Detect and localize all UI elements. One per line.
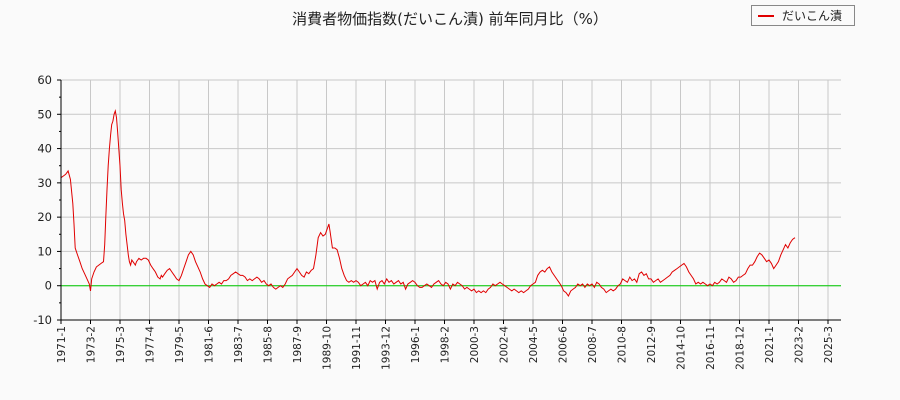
svg-text:1971-1: 1971-1 [56,326,68,363]
svg-text:1973-2: 1973-2 [86,326,98,363]
x-axis-ticks: 1971-1 1973-2 1975-3 1977-4 1979-5 1981-6 1983… [56,320,835,370]
svg-text:2010-8: 2010-8 [617,326,629,363]
svg-text:2021-1: 2021-1 [764,326,776,363]
svg-text:1996-1: 1996-1 [410,326,422,363]
series-line-daikonzuke [60,108,796,297]
legend-label: だいこん漬 [782,9,843,23]
svg-text:1991-11: 1991-11 [351,326,363,370]
svg-text:1979-5: 1979-5 [174,326,186,363]
svg-text:1987-9: 1987-9 [292,326,304,363]
svg-text:1989-10: 1989-10 [322,326,334,370]
svg-text:2006-6: 2006-6 [558,326,570,364]
svg-text:2018-12: 2018-12 [735,326,747,370]
legend-swatch-icon [758,14,774,17]
y-axis-ticks: -10 0 10 20 30 40 50 60 [33,73,61,327]
svg-text:2004-5: 2004-5 [528,326,540,363]
svg-text:1998-2: 1998-2 [440,326,452,363]
svg-text:2012-9: 2012-9 [646,326,658,363]
svg-text:1975-3: 1975-3 [115,326,127,363]
svg-text:1985-8: 1985-8 [263,326,275,363]
svg-text:20: 20 [37,210,52,224]
svg-text:2016-11: 2016-11 [705,326,717,370]
svg-text:60: 60 [37,73,52,87]
svg-text:2002-4: 2002-4 [499,326,511,364]
svg-text:30: 30 [37,176,52,190]
axes [60,80,841,321]
svg-text:2023-2: 2023-2 [794,326,806,363]
svg-text:10: 10 [37,244,52,258]
svg-text:2000-3: 2000-3 [469,326,481,363]
svg-text:2014-10: 2014-10 [676,326,688,370]
svg-text:1983-7: 1983-7 [233,326,245,363]
svg-text:-10: -10 [33,313,52,327]
chart-title: 消費者物価指数(だいこん漬) 前年同月比（%） [292,10,608,28]
svg-text:1977-4: 1977-4 [145,326,157,364]
svg-text:2025-3: 2025-3 [823,326,835,363]
legend: だいこん漬 [751,5,855,26]
svg-text:1993-12: 1993-12 [381,326,393,370]
svg-text:50: 50 [37,107,52,121]
svg-text:0: 0 [45,279,52,293]
svg-text:40: 40 [37,142,52,156]
svg-text:2008-7: 2008-7 [587,326,599,363]
svg-text:1981-6: 1981-6 [204,326,216,364]
grid-lines [61,79,841,320]
